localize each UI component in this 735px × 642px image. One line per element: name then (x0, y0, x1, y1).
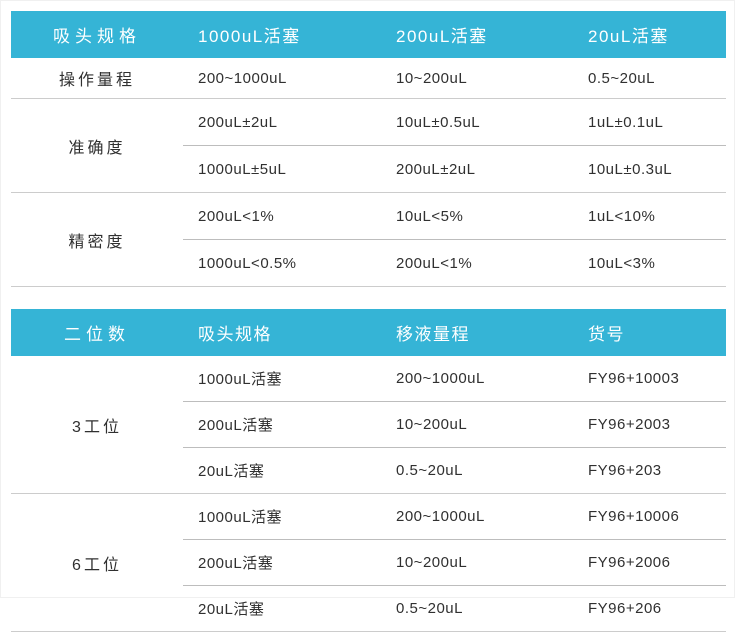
cell-value: 1000uL活塞 (183, 356, 381, 402)
station-header-count: 二位数 (11, 309, 183, 356)
cell-part-number: FY96+10003 (573, 356, 726, 402)
cell-part-number: FY96+206 (573, 585, 726, 632)
cell-value: 200uL<1% (381, 239, 573, 287)
cell-value: 200~1000uL (381, 493, 573, 540)
cell-value: 10~200uL (381, 539, 573, 586)
station-header-part-number: 货号 (573, 309, 726, 356)
cell-value: 1000uL±5uL (183, 145, 381, 193)
station-header-range: 移液量程 (381, 309, 573, 356)
cell-value: 1uL<10% (573, 192, 726, 240)
cell-value: 20uL活塞 (183, 447, 381, 494)
tip-spec-header-200ul: 200uL活塞 (381, 11, 573, 58)
table-row: 1000uL<0.5% 200uL<1% 10uL<3% (11, 239, 726, 287)
cell-value: 200uL活塞 (183, 401, 381, 448)
station-table-header-row: 二位数 吸头规格 移液量程 货号 (11, 309, 726, 356)
cell-value: 200uL<1% (183, 192, 381, 240)
station-header-tip-spec: 吸头规格 (183, 309, 381, 356)
cell-value: 1uL±0.1uL (573, 98, 726, 146)
cell-value: 10uL<3% (573, 239, 726, 287)
table-row: 1000uL±5uL 200uL±2uL 10uL±0.3uL (11, 145, 726, 193)
cell-value: 10uL±0.3uL (573, 145, 726, 193)
cell-part-number: FY96+203 (573, 447, 726, 494)
cell-value: 10~200uL (381, 401, 573, 448)
cell-part-number: FY96+10006 (573, 493, 726, 540)
cell-value: 1000uL<0.5% (183, 239, 381, 287)
cell-part-number: FY96+2006 (573, 539, 726, 586)
row-label-accuracy: 准确度 (11, 98, 183, 193)
table-row: 精密度 200uL<1% 10uL<5% 1uL<10% (11, 192, 726, 287)
cell-value: 10~200uL (381, 58, 573, 99)
tip-spec-header-1000ul: 1000uL活塞 (183, 11, 381, 58)
row-label-operating-range: 操作量程 (11, 58, 183, 99)
cell-part-number: FY96+2003 (573, 401, 726, 448)
cell-value: 1000uL活塞 (183, 493, 381, 540)
tip-spec-header-row: 吸头规格 1000uL活塞 200uL活塞 20uL活塞 (11, 11, 726, 58)
table-row: 3工位 1000uL活塞 200~1000uL FY96+10003 (11, 356, 726, 494)
cell-value: 200uL活塞 (183, 539, 381, 586)
cell-value: 0.5~20uL (381, 447, 573, 494)
cell-value: 0.5~20uL (573, 58, 726, 99)
table-row: 操作量程 200~1000uL 10~200uL 0.5~20uL (11, 58, 726, 99)
tip-spec-header-20ul: 20uL活塞 (573, 11, 726, 58)
group-label-3-station: 3工位 (11, 356, 183, 494)
table-row: 200uL活塞 10~200uL FY96+2006 (11, 539, 726, 586)
table-row: 20uL活塞 0.5~20uL FY96+203 (11, 447, 726, 494)
cell-value: 0.5~20uL (381, 585, 573, 632)
cell-value: 200~1000uL (381, 356, 573, 402)
cell-value: 10uL±0.5uL (381, 98, 573, 146)
cell-value: 200uL±2uL (183, 98, 381, 146)
tip-spec-header-category: 吸头规格 (11, 11, 183, 58)
row-label-precision: 精密度 (11, 192, 183, 287)
group-label-6-station: 6工位 (11, 493, 183, 632)
table-row: 200uL活塞 10~200uL FY96+2003 (11, 401, 726, 448)
station-part-table: 二位数 吸头规格 移液量程 货号 3工位 1000uL活塞 200~1000uL… (11, 309, 726, 632)
cell-value: 10uL<5% (381, 192, 573, 240)
cell-value: 200~1000uL (183, 58, 381, 99)
table-row: 6工位 1000uL活塞 200~1000uL FY96+10006 (11, 493, 726, 632)
tip-spec-table: 吸头规格 1000uL活塞 200uL活塞 20uL活塞 操作量程 200~10… (11, 11, 726, 287)
cell-value: 20uL活塞 (183, 585, 381, 632)
table-row: 准确度 200uL±2uL 10uL±0.5uL 1uL±0.1uL (11, 98, 726, 193)
cell-value: 200uL±2uL (381, 145, 573, 193)
